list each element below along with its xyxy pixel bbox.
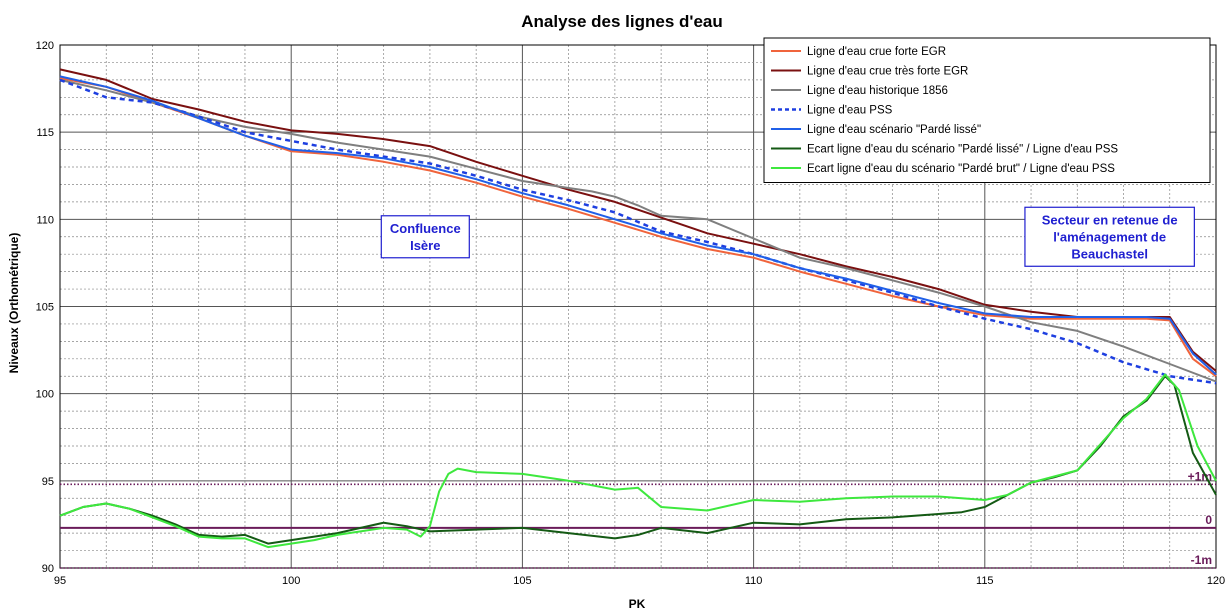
y-tick-label: 120 (36, 40, 54, 52)
legend: Ligne d'eau crue forte EGR Ligne d'eau cr… (763, 37, 1211, 183)
x-axis-label: PK (629, 597, 646, 611)
annotation-text: Confluence (390, 221, 461, 236)
annotation-box (380, 215, 470, 259)
chart-title: Analyse des lignes d'eau (521, 12, 723, 31)
annotation-text: Beauchastel (1071, 246, 1148, 261)
reference-line-label: 0 (1205, 513, 1212, 527)
legend-box (763, 37, 1211, 183)
x-tick-label: 110 (745, 575, 763, 587)
y-axis-ticks: 90 95 100 105 110 115 120 (36, 40, 54, 575)
y-tick-label: 90 (42, 563, 54, 575)
legend-entry: Ligne d'eau crue très forte EGR (807, 66, 968, 78)
series-line-5 (59, 75, 1217, 376)
legend-entry: Ligne d'eau crue forte EGR (807, 46, 946, 58)
series-line-4 (59, 78, 1217, 385)
x-tick-label: 100 (282, 575, 300, 587)
series-line-6 (59, 375, 1217, 545)
reference-lines: +1m 0 -1m (60, 469, 1216, 569)
x-tick-label: 105 (513, 575, 531, 587)
legend-entry: Ligne d'eau scénario "Pardé lissé" (807, 124, 981, 136)
y-tick-label: 110 (36, 214, 54, 226)
x-tick-label: 115 (976, 575, 994, 587)
annotations: Confluence Isère Secteur en retenue de l'am… (380, 206, 1195, 267)
x-tick-label: 120 (1207, 575, 1225, 587)
annotation-box (1024, 206, 1195, 267)
x-axis-ticks: 95 100 105 110 115 120 (54, 575, 1225, 587)
y-tick-label: 95 (42, 476, 54, 488)
series-lines (59, 68, 1217, 549)
annotation-text: Secteur en retenue de (1042, 212, 1178, 227)
y-tick-label: 115 (36, 127, 54, 139)
legend-entry: Ecart ligne d'eau du scénario "Pardé bru… (807, 163, 1115, 175)
reference-line-label: -1m (1191, 553, 1212, 567)
reference-line-label: +1m (1188, 469, 1212, 483)
y-axis-label: Niveaux (Orthométrique) (7, 233, 21, 374)
series-line-7 (59, 373, 1217, 549)
legend-entry: Ligne d'eau historique 1856 (807, 85, 948, 97)
annotation-text: l'aménagement de (1053, 229, 1166, 244)
x-tick-label: 95 (54, 575, 66, 587)
y-tick-label: 105 (36, 302, 54, 314)
annotation-text: Isère (410, 238, 440, 253)
legend-entry: Ecart ligne d'eau du scénario "Pardé lis… (807, 144, 1118, 156)
legend-entry: Ligne d'eau PSS (807, 105, 893, 117)
y-tick-label: 100 (36, 389, 54, 401)
